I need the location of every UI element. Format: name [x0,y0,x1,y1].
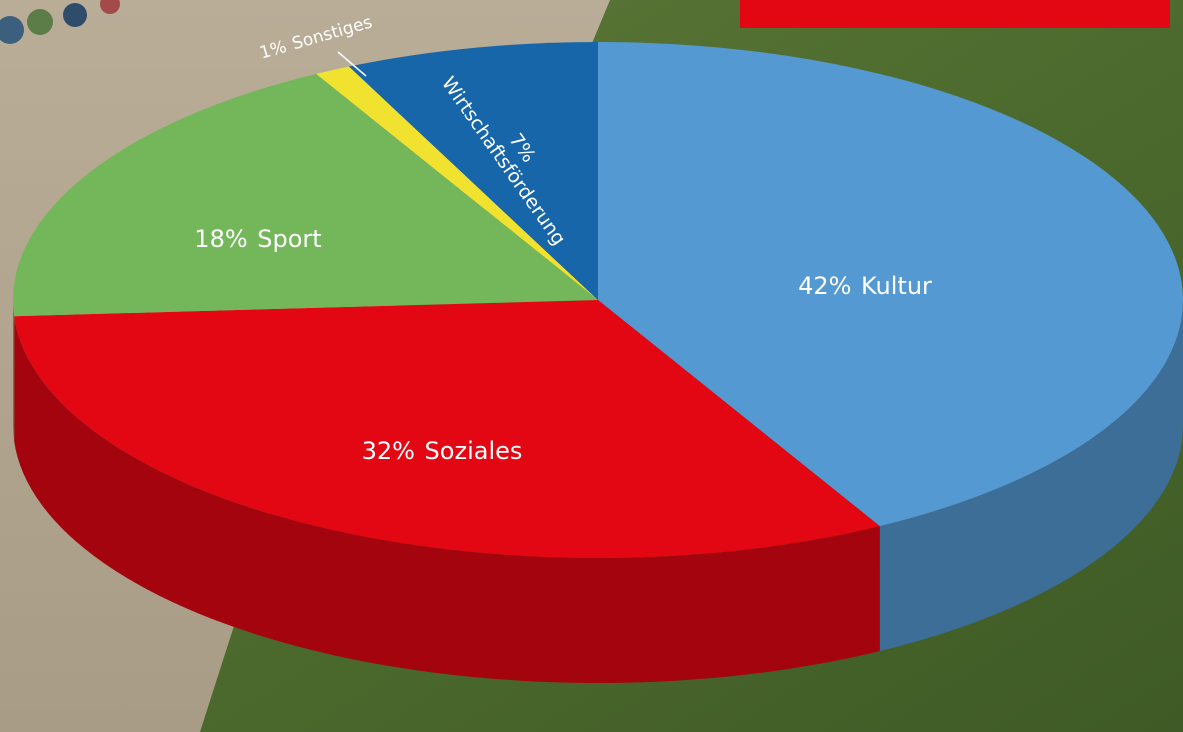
category-label: Kultur [861,272,932,300]
pie-side [13,300,14,441]
pie [13,42,1183,683]
value-label: 42% [798,272,851,300]
data-label: 32% Soziales [362,437,523,465]
value-label: 32% [362,437,415,465]
page: 42%Kultur32%Soziales18%Sport1%Sonstiges7… [0,0,1183,732]
value-label: 18% [194,225,247,253]
category-label: Sport [257,225,321,253]
header-bar [740,0,1170,28]
data-label: 42% Kultur [798,272,932,300]
chart: 42%Kultur32%Soziales18%Sport1%Sonstiges7… [0,0,1183,732]
data-label: 18% Sport [194,225,321,253]
category-label: Soziales [425,437,523,465]
